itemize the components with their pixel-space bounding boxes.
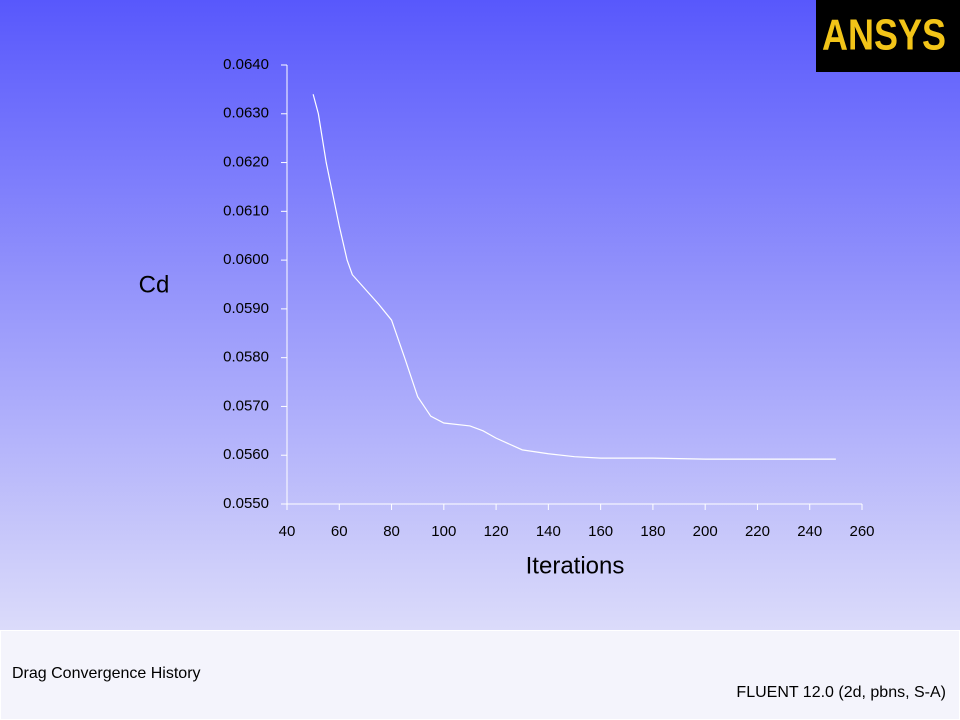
y-tick-label: 0.0570 xyxy=(223,397,269,414)
x-tick-label: 160 xyxy=(588,523,613,540)
y-axis-label: Cd xyxy=(139,271,170,298)
y-tick-label: 0.0580 xyxy=(223,349,269,366)
y-tick-label: 0.0590 xyxy=(223,300,269,317)
x-tick-label: 220 xyxy=(745,523,770,540)
x-tick-label: 240 xyxy=(797,523,822,540)
logo-box xyxy=(816,0,960,72)
y-tick-label: 0.0620 xyxy=(223,154,269,171)
x-tick-label: 40 xyxy=(279,523,296,540)
logo: ANSYS xyxy=(822,11,946,60)
y-tick-label: 0.0550 xyxy=(223,495,269,512)
y-tick-label: 0.0600 xyxy=(223,251,269,268)
x-tick-label: 100 xyxy=(431,523,456,540)
y-tick-label: 0.0640 xyxy=(223,56,269,73)
x-tick-label: 120 xyxy=(484,523,509,540)
x-tick-label: 80 xyxy=(383,523,400,540)
y-tick-label: 0.0560 xyxy=(223,446,269,463)
x-tick-label: 180 xyxy=(640,523,665,540)
series-line xyxy=(312,94,836,460)
footer-panel xyxy=(0,630,960,720)
footer-text: FLUENT 12.0 (2d, pbns, S-A) xyxy=(736,684,946,701)
y-tick-label: 0.0630 xyxy=(223,105,269,122)
x-tick-label: 200 xyxy=(693,523,718,540)
x-axis-label: Iterations xyxy=(526,552,625,579)
chart-title: Drag Convergence History xyxy=(12,665,201,682)
x-tick-label: 60 xyxy=(331,523,348,540)
y-tick-label: 0.0610 xyxy=(223,202,269,219)
x-tick-label: 260 xyxy=(849,523,874,540)
x-tick-label: 140 xyxy=(536,523,561,540)
